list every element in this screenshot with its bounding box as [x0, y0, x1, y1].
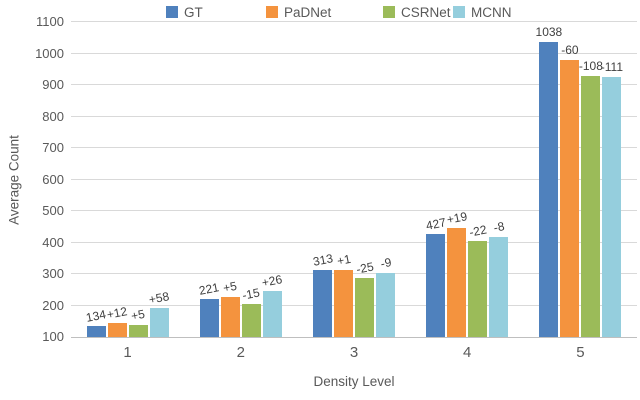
bar-value-label: 134 [84, 307, 108, 326]
gridline [71, 115, 637, 117]
x-axis-title: Density Level [313, 374, 395, 389]
legend: GT PaDNet CSRNet MCNN [0, 3, 640, 21]
y-axis-tick-labels: 100 200 300 400 500 600 700 800 900 1000 1100 [0, 0, 64, 400]
gridline [71, 178, 637, 180]
y-tick-label: 500 [42, 203, 64, 218]
y-tick-label: 800 [42, 108, 64, 124]
bar-value-label: -108 [578, 58, 603, 73]
bar-mcnn-level-3 [376, 272, 395, 337]
bar-value-label: +5 [130, 306, 147, 323]
bar-value-label: 427 [424, 215, 447, 233]
gridline [71, 210, 637, 211]
bar-value-label: -9 [378, 254, 393, 271]
gridline [71, 21, 637, 22]
x-tick-label-2: 2 [236, 344, 245, 361]
legend-swatch-gt [166, 6, 178, 18]
bar-value-label: -15 [241, 285, 262, 303]
bar-gt-level-4 [426, 234, 446, 337]
bar-csrnet-level-5 [581, 75, 601, 337]
legend-label: CSRNet [401, 4, 451, 20]
y-tick-label: 1000 [35, 45, 64, 61]
y-tick-label: 600 [42, 171, 64, 187]
bar-gt-level-3 [313, 269, 332, 337]
bar-value-label: +5 [222, 279, 239, 296]
y-tick-label: 200 [42, 297, 64, 313]
bar-value-label: 1038 [535, 24, 563, 39]
bar-value-label: 313 [311, 251, 334, 269]
bar-gt-level-5 [539, 41, 559, 337]
bar-padnet-level-1 [107, 322, 127, 337]
bar-value-label: -22 [467, 222, 488, 240]
y-tick-label: 400 [42, 234, 64, 250]
bar-mcnn-level-4 [489, 236, 509, 337]
bar-value-label: -8 [492, 218, 506, 235]
bar-value-label: +19 [445, 209, 469, 227]
bar-csrnet-level-4 [468, 240, 488, 337]
bar-value-label: -25 [354, 259, 375, 277]
bar-mcnn-level-5 [602, 76, 622, 337]
bar-csrnet-level-3 [355, 277, 374, 337]
bar-mcnn-level-1 [149, 308, 169, 337]
bar-padnet-level-4 [447, 228, 467, 337]
bar-csrnet-level-1 [128, 324, 148, 337]
x-tick-label-5: 5 [576, 344, 585, 361]
bar-padnet-level-5 [560, 60, 580, 337]
y-tick-label: 100 [42, 329, 64, 344]
bar-value-label: -60 [561, 43, 579, 58]
plot-area: 134 +12 +5 +58 221 +5 -15 +26 313 +1 -25 -9 427 +19 -2… [71, 21, 637, 338]
y-tick-label: 300 [42, 266, 64, 281]
bar-value-label: +26 [260, 271, 284, 290]
legend-label: GT [184, 4, 203, 20]
bar-gt-level-2 [199, 298, 219, 337]
y-tick-label: 1100 [36, 14, 64, 29]
gridline [71, 52, 637, 54]
bar-mcnn-level-2 [262, 290, 282, 337]
x-tick-label-3: 3 [349, 344, 359, 361]
x-axis-line [71, 337, 637, 338]
gridline [71, 273, 637, 274]
legend-label: MCNN [471, 4, 512, 20]
y-tick-label: 900 [42, 77, 64, 92]
legend-swatch-mcnn [453, 6, 465, 18]
bar-value-label: +1 [335, 251, 352, 268]
y-tick-label: 700 [42, 140, 64, 155]
legend-swatch-padnet [266, 6, 278, 18]
bar-csrnet-level-2 [241, 303, 261, 337]
legend-item-padnet: PaDNet [266, 3, 331, 21]
bar-value-label: +12 [105, 303, 129, 322]
x-tick-label-1: 1 [123, 344, 132, 361]
bar-padnet-level-2 [220, 297, 240, 337]
gridline [71, 147, 637, 148]
gridline [71, 304, 637, 306]
legend-item-gt: GT [166, 3, 203, 21]
legend-label: PaDNet [284, 4, 332, 20]
legend-item-csrnet: CSRNet [383, 3, 451, 21]
x-tick-label-4: 4 [463, 344, 472, 361]
gridline [71, 84, 637, 85]
gridline [71, 241, 637, 243]
bar-gt-level-1 [86, 326, 106, 337]
x-axis-tick-labels: 1 2 3 4 5 [71, 344, 637, 364]
legend-item-mcnn: MCNN [453, 3, 512, 21]
legend-swatch-csrnet [383, 6, 395, 18]
bar-value-label: 221 [198, 280, 221, 298]
bar-value-label: -111 [600, 59, 624, 74]
bar-padnet-level-3 [334, 269, 353, 337]
